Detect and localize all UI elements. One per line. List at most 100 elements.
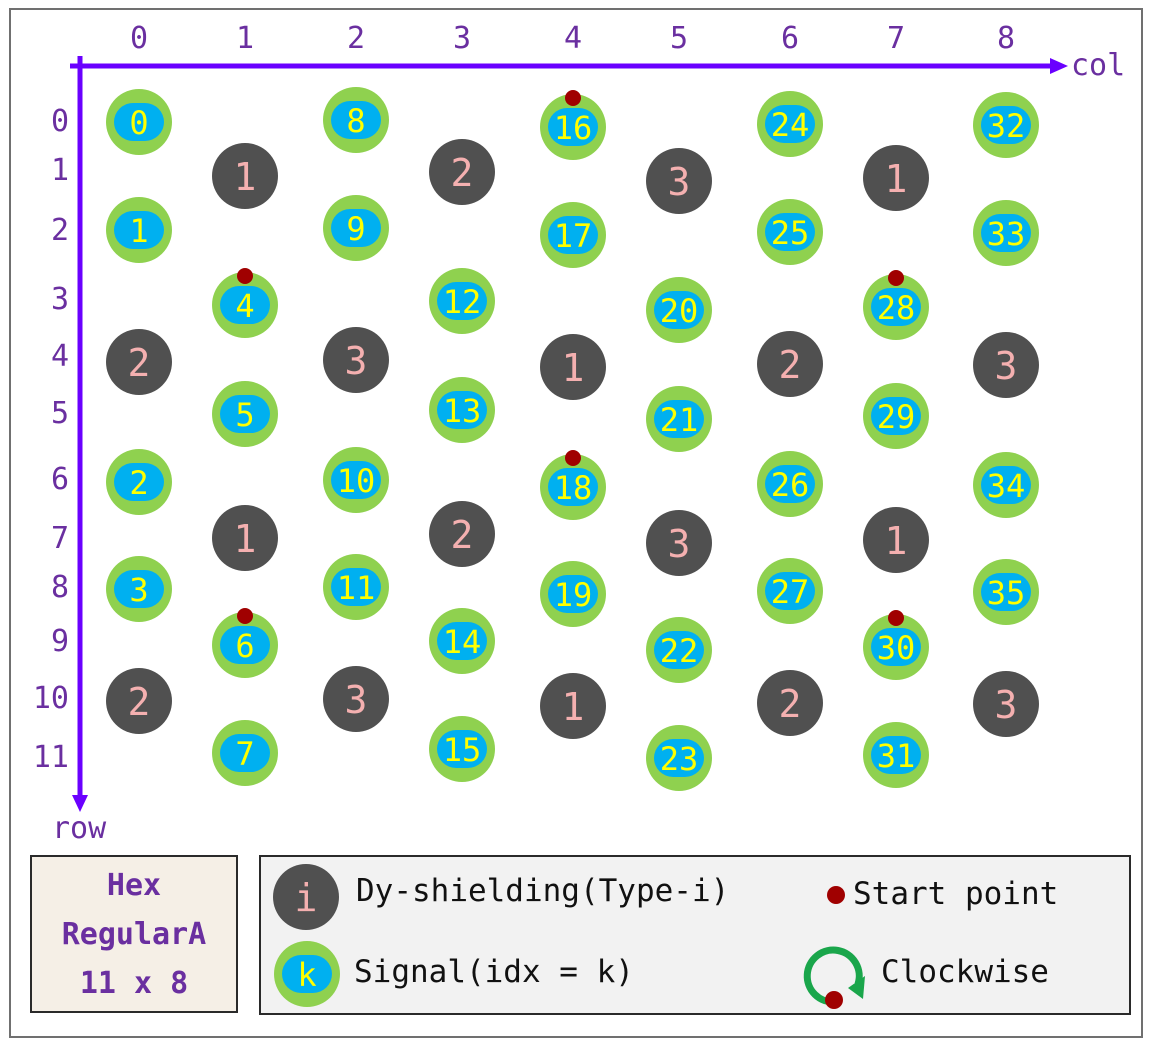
signal-label: 16 [554,109,593,147]
signal-label: 4 [235,287,254,325]
clockwise-icon [803,946,865,1009]
shield-label: 2 [128,341,151,385]
signal-inner [548,575,598,613]
start-point-marker [565,450,581,466]
shield-circle [646,510,712,576]
col-label-3: 3 [453,21,471,56]
signal-label: 18 [554,469,593,507]
signal-legend-icon: k [274,941,340,1007]
shield-node: 2 [757,670,823,736]
signal-inner [765,213,815,251]
start-point-marker [888,270,904,286]
shield-label: 2 [779,343,802,387]
signal-label: 31 [877,737,916,775]
signal-label: 15 [443,731,482,769]
signal-label: 27 [771,573,810,611]
signal-node: 4 [212,268,278,338]
signal-node: 7 [212,720,278,786]
shield-label: 1 [562,346,585,390]
shield-node: 1 [212,505,278,571]
shield-legend-label: Dy-shielding(Type-i) [356,873,730,909]
shield-label: 2 [451,151,474,195]
shield-circle [757,331,823,397]
shield-circle [106,329,172,395]
signal-node: 13 [429,377,495,443]
signal-label: 9 [346,210,365,248]
shield-node: 2 [429,139,495,205]
column-labels: 0 1 2 3 4 5 6 7 8 [130,21,1015,56]
start-point-marker [888,610,904,626]
start-point-marker [237,608,253,624]
signal-inner [548,108,598,146]
shield-node: 3 [323,327,389,393]
shield-circle [212,505,278,571]
signal-label: 30 [877,629,916,667]
col-label-6: 6 [781,21,799,56]
signal-inner [871,288,921,326]
shield-node: 2 [757,331,823,397]
signal-label: 29 [877,398,916,436]
shield-node: 2 [106,668,172,734]
legend-box: i Dy-shielding(Type-i) k Signal(idx = k)… [259,855,1131,1015]
title-line-3: 11 x 8 [79,965,189,1001]
signal-inner [871,628,921,666]
signal-inner [765,105,815,143]
shield-circle [973,671,1039,737]
signal-node: 30 [863,610,929,680]
signal-label: 25 [771,214,810,252]
row-label-7: 7 [51,521,69,556]
signal-node: 34 [973,452,1039,518]
col-label-2: 2 [347,21,365,56]
signal-node: 11 [323,554,389,620]
shield-node: 3 [323,666,389,732]
shield-circle [323,666,389,732]
signal-label: 26 [771,466,810,504]
start-point-icon [827,886,845,904]
row-label-3: 3 [51,282,69,317]
shield-label: 3 [668,522,691,566]
shield-node: 3 [646,148,712,214]
signal-inner [220,286,270,324]
signal-node: 25 [757,199,823,265]
signal-label: 6 [235,627,254,665]
shield-circle [540,334,606,400]
clockwise-legend-label: Clockwise [881,954,1049,990]
shield-node: 2 [106,329,172,395]
signal-inner [220,734,270,772]
signal-label: 11 [337,569,376,607]
row-label-9: 9 [51,624,69,659]
title-box: Hex RegularA 11 x 8 [30,855,238,1013]
signal-inner [331,461,381,499]
signal-legend-label: Signal(idx = k) [354,954,634,990]
signal-inner [765,572,815,610]
signal-inner [654,739,704,777]
row-label-8: 8 [51,570,69,605]
row-label-4: 4 [51,339,69,374]
shield-node: 3 [973,332,1039,398]
signal-node: 8 [323,87,389,153]
shield-label: 2 [451,513,474,557]
row-label-6: 6 [51,462,69,497]
signal-inner [220,395,270,433]
signal-node: 18 [540,450,606,520]
col-label-7: 7 [887,21,905,56]
shield-circle [323,327,389,393]
axes: col row [52,48,1125,846]
signal-inner [548,216,598,254]
signal-inner [654,631,704,669]
signal-node: 22 [646,617,712,683]
signal-node: 16 [540,90,606,160]
signal-inner [765,465,815,503]
signal-node: 20 [646,277,712,343]
signal-inner [331,568,381,606]
shield-label: 3 [995,683,1018,727]
col-label-4: 4 [564,21,582,56]
shield-circle [863,507,929,573]
signal-node: 24 [757,91,823,157]
signal-label: 2 [129,464,148,502]
signal-inner [981,106,1031,144]
shield-circle [646,148,712,214]
shield-node: 1 [863,507,929,573]
row-label-0: 0 [51,104,69,139]
signal-label: 33 [987,215,1026,253]
